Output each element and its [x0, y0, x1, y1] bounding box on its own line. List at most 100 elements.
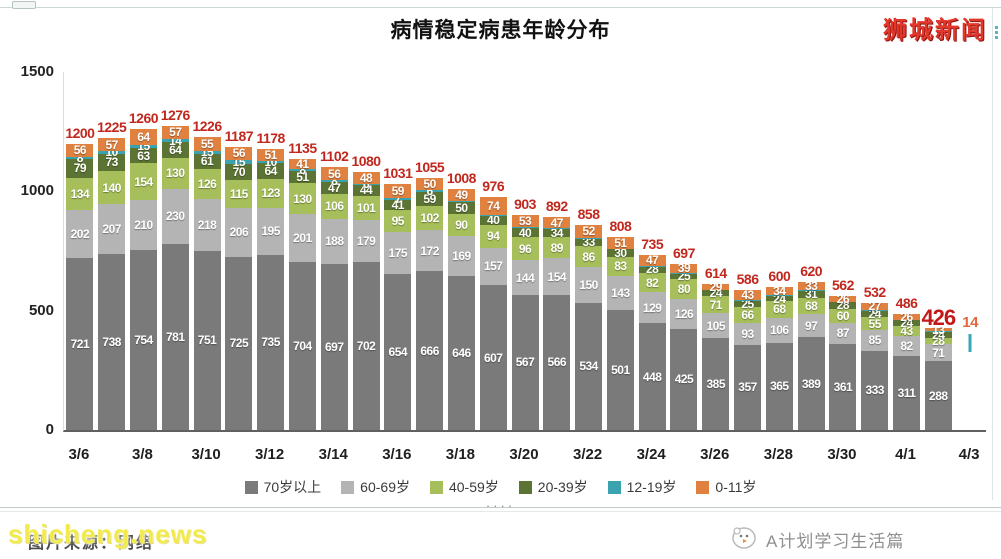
- total-label-3/17: 1055: [415, 159, 445, 176]
- segment-value-label: 754: [134, 333, 153, 348]
- segment-value-label: 8: [331, 174, 338, 189]
- y-tick-label: 500: [28, 301, 54, 319]
- bar-3/22: 534 150 86 33 52 858: [575, 207, 603, 430]
- segment-age70plus: 534: [575, 302, 603, 430]
- bar-3/30: 361 87 60 28 26 562: [829, 277, 857, 430]
- segment-age70plus: 566: [543, 294, 571, 430]
- segment-age12_19: [479, 214, 507, 216]
- bar-3/8: 754 210 154 63 15 64 1260: [129, 111, 159, 430]
- segment-age40_59: 94: [479, 225, 507, 248]
- segment-age60_69: 188: [320, 218, 348, 264]
- segment-age40_59: 130: [288, 183, 316, 215]
- credit-row: A计划学习生活篇: [730, 523, 904, 556]
- segment-value-label: 207: [102, 222, 121, 237]
- segment-age60_69: 175: [384, 232, 412, 274]
- segment-age0_11: 74: [479, 197, 507, 215]
- segment-age0_11: 48: [352, 172, 380, 184]
- segment-value-label: 389: [801, 376, 821, 391]
- segment-age60_69: 85: [861, 330, 889, 351]
- bar-3/10: 751 218 126 61 15 55 1226: [192, 119, 222, 430]
- segment-value-label: 60: [836, 308, 850, 323]
- segment-age0_11: 49: [447, 189, 475, 201]
- legend-swatch-age0_11: [696, 480, 710, 494]
- bar-3/11: 725 206 115 70 15 56 1187: [225, 128, 254, 430]
- segment-value-label: 83: [614, 259, 627, 274]
- source-caption: 图片来源：网络: [28, 535, 155, 552]
- x-tick-label-3/10: 3/10: [191, 446, 221, 463]
- segment-age40_59: 28: [924, 335, 952, 347]
- total-label-3/28: 600: [768, 267, 791, 284]
- legend-label-age12_19: 12-19岁: [626, 479, 677, 495]
- segment-age60_69: 210: [129, 199, 157, 251]
- segment-age0_11: 56: [320, 166, 348, 181]
- segment-age20_39: 70: [225, 163, 253, 181]
- segment-value-label: 201: [293, 231, 312, 245]
- segment-age60_69: 71: [924, 344, 952, 362]
- segment-value-label: 143: [611, 286, 630, 301]
- segment-age12_19: 8: [861, 304, 889, 316]
- total-label-3/13: 1135: [288, 140, 317, 157]
- segment-age12_19: 10: [98, 146, 126, 158]
- total-label-3/11: 1187: [224, 127, 254, 144]
- segment-age40_59: 154: [129, 163, 157, 200]
- segment-age60_69: 143: [606, 276, 634, 311]
- segment-age20_39: 30: [606, 247, 634, 259]
- segment-age60_69: 93: [734, 322, 762, 345]
- x-tick-label-3/20: 3/20: [509, 446, 539, 463]
- total-label-3/15: 1080: [351, 153, 381, 170]
- segment-value-label: 172: [420, 243, 439, 258]
- segment-value-label: 51: [296, 169, 309, 184]
- segment-value-label: 74: [487, 198, 500, 213]
- bar-3/7: 738 207 140 73 10 57 1225: [97, 119, 127, 430]
- legend-label-age0_11: 0-11岁: [715, 479, 757, 495]
- divider-line: [0, 507, 1001, 508]
- segment-age12_19: 8: [288, 164, 316, 176]
- x-tick-label-3/12: 3/12: [255, 446, 285, 463]
- segment-age0_11: 26: [829, 293, 857, 305]
- total-label-3/22: 858: [577, 206, 600, 223]
- segment-value-label: 106: [770, 323, 789, 338]
- total-label-3/12: 1178: [256, 129, 285, 146]
- segment-age70plus: 425: [670, 328, 698, 430]
- segment-value-label: 13: [932, 322, 945, 337]
- segment-age0_11: 43: [734, 288, 762, 303]
- segment-age40_59: 115: [225, 180, 253, 208]
- total-label-3/16: 1031: [383, 164, 413, 181]
- segment-age12_19: 8: [320, 175, 348, 187]
- segment-value-label: 63: [137, 148, 150, 163]
- legend-label-age40_59: 40-59岁: [448, 479, 499, 495]
- total-label-3/8: 1260: [128, 110, 159, 127]
- bar-4/1: 311 82 43 24 26 486: [893, 296, 921, 430]
- segment-value-label: 31: [804, 287, 818, 302]
- legend-item-age20_39: 20-39岁: [518, 477, 588, 497]
- segment-age40_59: 82: [638, 272, 666, 293]
- segment-age60_69: 82: [893, 336, 921, 356]
- segment-value-label: 59: [391, 184, 405, 199]
- legend-swatch-age12_19: [607, 480, 621, 494]
- x-tick-label-3/14: 3/14: [318, 446, 348, 463]
- segment-value-label: 654: [388, 344, 408, 359]
- segment-age40_59: 60: [829, 308, 857, 324]
- segment-value-label: 39: [677, 261, 691, 276]
- segment-age70plus: 357: [734, 344, 762, 430]
- segment-age70plus: 754: [129, 250, 157, 430]
- segment-value-label: 43: [741, 288, 754, 303]
- segment-value-label: 56: [328, 166, 341, 181]
- segment-age70plus: 361: [829, 343, 857, 430]
- segment-age40_59: 126: [193, 168, 221, 199]
- bar-4/2: 288 71 28 24 13 426: [921, 307, 956, 430]
- segment-value-label: 150: [579, 277, 598, 292]
- segment-age40_59: 83: [606, 256, 634, 277]
- segment-value-label: 89: [550, 240, 564, 255]
- segment-age60_69: 195: [257, 208, 285, 255]
- scrollbar-thumb[interactable]: [995, 26, 999, 41]
- segment-age0_11: 55: [193, 137, 221, 151]
- segment-value-label: 51: [614, 236, 627, 251]
- segment-age40_59: 130: [161, 157, 189, 189]
- segment-age60_69: 202: [66, 209, 94, 258]
- segment-value-label: 29: [709, 279, 723, 294]
- segment-age60_69: 129: [638, 292, 666, 324]
- segment-value-label: 47: [328, 180, 341, 195]
- segment-value-label: 64: [137, 129, 150, 144]
- segment-age0_11: 39: [670, 261, 698, 276]
